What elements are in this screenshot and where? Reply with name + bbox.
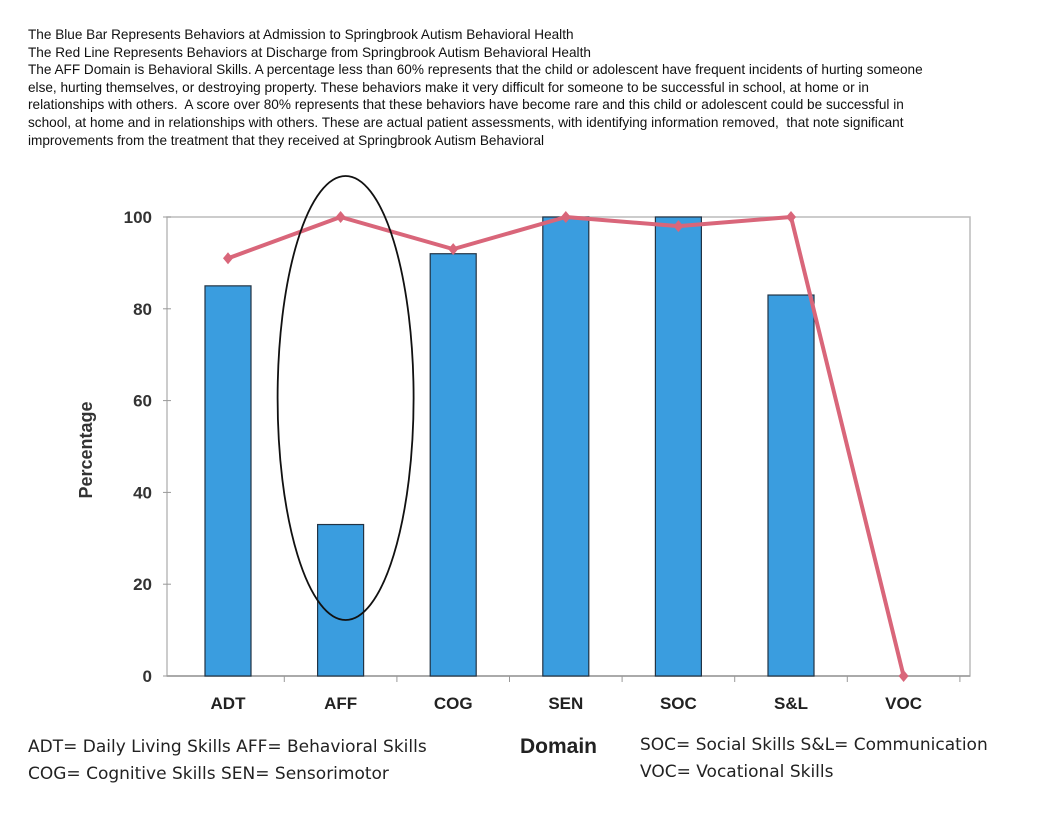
- bar-aff: [317, 523, 365, 677]
- y-axis-title: Percentage: [76, 401, 96, 498]
- y-tick-label: 100: [124, 208, 152, 227]
- bar-sen: [542, 216, 590, 677]
- bar-sandl: [767, 294, 815, 677]
- x-tick-label: AFF: [324, 694, 357, 713]
- x-tick-label: SEN: [548, 694, 583, 713]
- y-tick-label: 60: [133, 392, 152, 411]
- y-tick-label: 40: [133, 483, 152, 502]
- x-axis-title: Domain: [520, 735, 598, 758]
- note-aff-domain: The AFF Domain is Behavioral Skills. A p…: [28, 62, 927, 148]
- legend-line-1a: ADT= Daily Living Skills AFF= Behavioral…: [28, 737, 427, 757]
- note-red-line: The Red Line Represents Behaviors at Dis…: [28, 44, 591, 60]
- discharge-marker-cog: [448, 243, 459, 256]
- y-tick-label: 20: [133, 575, 152, 594]
- discharge-marker-aff: [335, 211, 346, 223]
- bar-cog: [429, 253, 477, 677]
- x-tick-label: S&L: [774, 694, 808, 713]
- chart-description: The Blue Bar Represents Behaviors at Adm…: [28, 26, 928, 149]
- bar-adt: [204, 285, 252, 677]
- highlight-ellipse: [276, 175, 415, 621]
- discharge-marker-sandl: [786, 211, 796, 223]
- discharge-marker-adt: [223, 252, 233, 265]
- legend-line-1b: SOC= Social Skills S&L= Communication: [640, 735, 988, 755]
- discharge-marker-soc: [673, 220, 684, 233]
- x-tick-label: ADT: [211, 694, 247, 713]
- discharge-marker-voc: [898, 670, 909, 682]
- y-tick-label: 80: [133, 300, 152, 319]
- x-tick-label: SOC: [660, 694, 697, 713]
- y-tick-label: 0: [143, 667, 152, 686]
- note-blue-bar: The Blue Bar Represents Behaviors at Adm…: [28, 27, 574, 42]
- bar-soc: [654, 216, 703, 677]
- legend-line-2b: VOC= Vocational Skills: [640, 762, 834, 782]
- x-tick-label: VOC: [885, 694, 922, 713]
- discharge-marker-sen: [560, 211, 571, 223]
- legend-line-2a: COG= Cognitive Skills SEN= Sensorimotor: [28, 764, 389, 784]
- x-tick-label: COG: [434, 694, 473, 713]
